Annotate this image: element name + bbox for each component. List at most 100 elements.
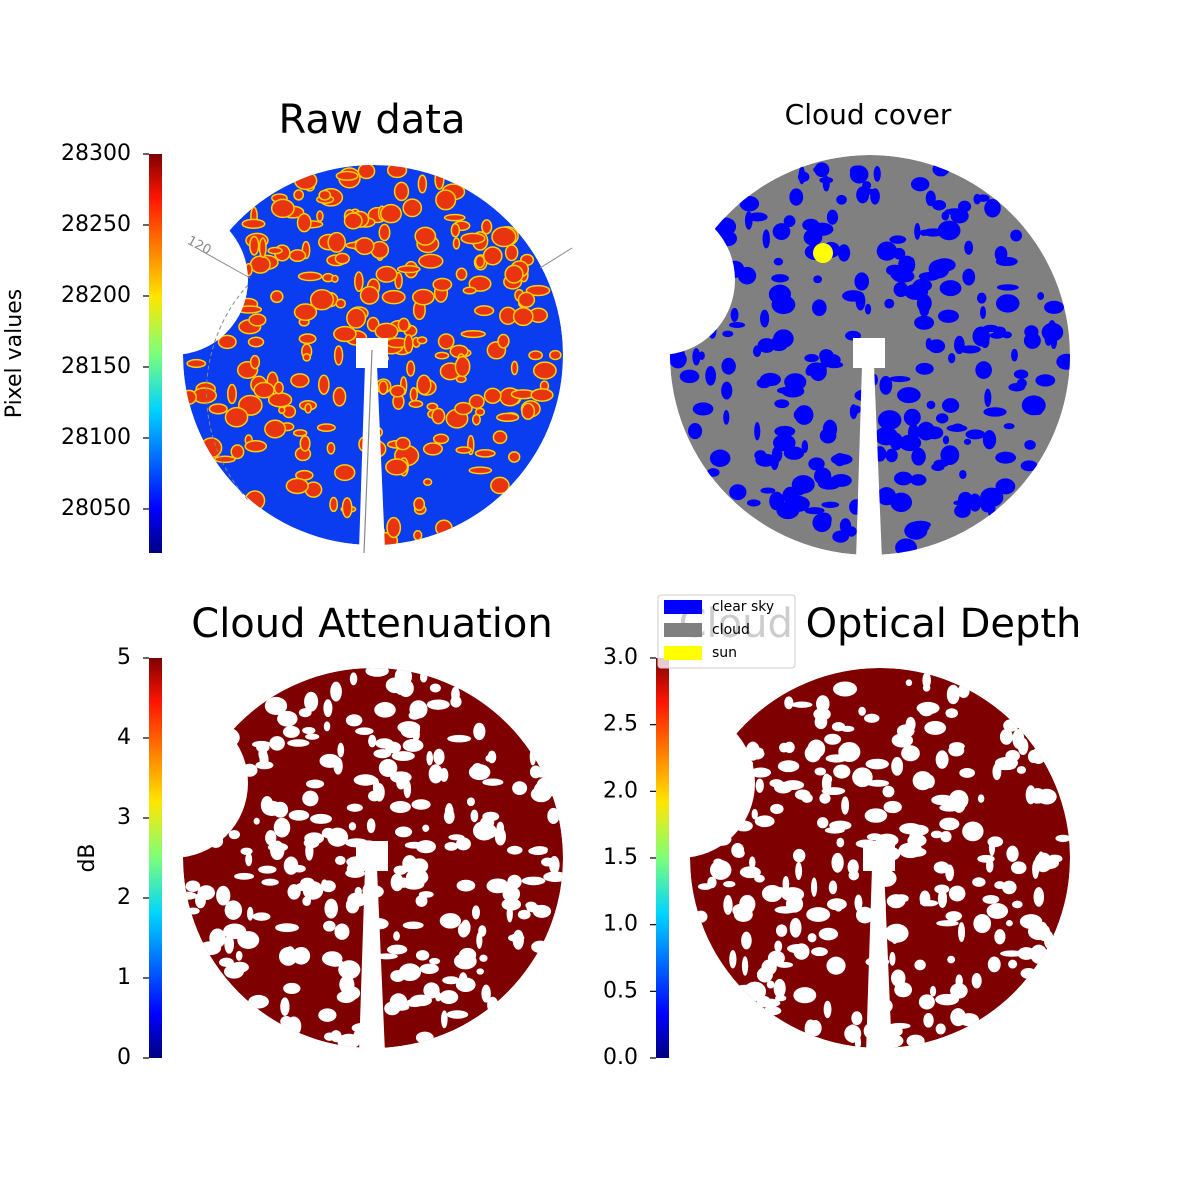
sky-blob: [302, 896, 312, 907]
sky-blob: [841, 796, 850, 815]
sky-blob: [954, 335, 965, 355]
sky-blob: [316, 423, 336, 432]
sky-blob: [389, 801, 411, 814]
sky-blob: [894, 471, 913, 486]
sky-blob: [310, 813, 333, 824]
sky-blob: [282, 725, 300, 738]
colorbar-tick-label: 28050: [61, 496, 131, 521]
colorbar-tick-label: 5: [117, 645, 131, 670]
sky-blob: [228, 829, 240, 840]
sky-blob: [771, 295, 796, 315]
sky-blob: [398, 963, 422, 982]
sky-blob: [326, 441, 336, 455]
colorbar: [149, 658, 162, 1058]
sky-blob: [434, 169, 445, 190]
sky-blob: [882, 785, 895, 798]
sky-blob: [922, 672, 931, 689]
sky-blob: [482, 246, 503, 266]
sky-blob: [302, 790, 319, 807]
sky-blob: [709, 449, 731, 467]
sky-blob: [316, 210, 324, 222]
sky-blob: [953, 499, 974, 506]
sky-blob: [889, 235, 907, 244]
sky-blob: [528, 350, 543, 361]
sky-blob: [1037, 292, 1045, 301]
sky-blob: [270, 290, 284, 304]
sky-blob: [910, 520, 931, 529]
sky-blob: [259, 750, 269, 768]
sky-blob: [750, 767, 772, 778]
sky-blob: [530, 388, 554, 402]
sky-blob: [831, 852, 844, 873]
sky-blob: [870, 188, 880, 205]
sky-blob: [278, 406, 286, 414]
sky-blob: [442, 976, 460, 985]
sky-blob: [417, 174, 428, 194]
sky-blob: [749, 856, 756, 869]
sky-blob: [199, 941, 222, 956]
sky-blob: [216, 885, 231, 906]
colorbar-tick-label: 0.5: [603, 978, 638, 1003]
sky-blob: [1010, 861, 1027, 875]
sky-blob: [441, 1010, 448, 1029]
sky-blob: [773, 257, 784, 266]
sky-blob: [548, 349, 562, 361]
sky-blob: [1016, 766, 1027, 774]
sky-blob: [507, 451, 521, 463]
sky-blob: [241, 218, 266, 229]
sky-blob: [529, 765, 542, 779]
sky-blob: [759, 372, 781, 387]
sky-blob: [244, 439, 268, 453]
sky-blob: [825, 754, 848, 763]
sky-blob: [948, 744, 965, 757]
sky-blob: [486, 878, 509, 894]
sky-blob: [814, 767, 827, 776]
sky-blob: [747, 212, 768, 222]
sky-blob: [709, 860, 732, 880]
sky-blob: [415, 1031, 434, 1044]
sky-blob: [474, 254, 486, 269]
sky-blob: [996, 284, 1019, 291]
sky-blob: [373, 749, 392, 759]
sky-blob: [343, 212, 363, 230]
sky-blob: [774, 399, 790, 409]
sky-blob: [324, 898, 338, 919]
sky-blob: [826, 956, 846, 975]
sky-blob: [807, 933, 817, 943]
sky-blob: [460, 232, 486, 245]
sky-blob: [226, 383, 237, 405]
sky-blob: [935, 993, 960, 1006]
sky-blob: [883, 800, 902, 814]
sky-blob: [481, 984, 491, 1003]
sky-blob: [443, 213, 466, 222]
sky-blob: [428, 764, 443, 784]
sky-blob: [1027, 749, 1040, 764]
colorbar-tick-label: 3: [117, 805, 131, 830]
sky-blob: [929, 985, 937, 997]
sky-blob: [422, 442, 443, 456]
sky-blob: [443, 809, 455, 824]
sky-blob: [1008, 383, 1026, 392]
sky-blob: [922, 228, 944, 237]
sky-blob: [354, 237, 375, 256]
sky-blob: [925, 337, 933, 350]
sky-blob: [378, 759, 398, 777]
sky-blob: [836, 194, 847, 205]
sky-blob: [761, 885, 783, 903]
sky-blob: [925, 190, 936, 207]
sky-blob: [195, 892, 206, 909]
sky-blob: [429, 957, 441, 965]
sky-blob: [292, 946, 311, 965]
sky-blob: [426, 750, 434, 766]
sky-blob: [419, 963, 439, 974]
sky-blob: [773, 329, 794, 349]
sky-blob: [774, 906, 797, 914]
sky-blob: [433, 748, 445, 765]
sky-blob: [802, 218, 820, 232]
sky-blob: [323, 699, 333, 718]
sky-blob: [847, 1024, 858, 1043]
sky-blob: [235, 950, 243, 961]
sky-blob: [453, 952, 477, 970]
sky-blob: [423, 478, 433, 486]
sky-blob: [437, 333, 455, 350]
